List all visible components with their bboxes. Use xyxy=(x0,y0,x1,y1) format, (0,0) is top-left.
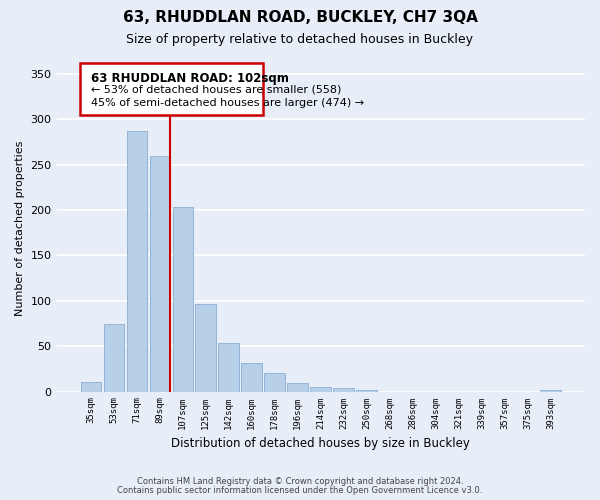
Bar xyxy=(173,206,193,392)
Bar xyxy=(196,304,216,392)
Bar xyxy=(356,390,377,392)
Text: ← 53% of detached houses are smaller (558): ← 53% of detached houses are smaller (55… xyxy=(91,85,342,95)
Bar xyxy=(310,387,331,392)
Bar xyxy=(127,131,147,392)
Bar xyxy=(104,324,124,392)
FancyBboxPatch shape xyxy=(80,63,263,115)
Bar xyxy=(80,382,101,392)
Bar xyxy=(149,156,170,392)
Text: 63, RHUDDLAN ROAD, BUCKLEY, CH7 3QA: 63, RHUDDLAN ROAD, BUCKLEY, CH7 3QA xyxy=(122,10,478,25)
Y-axis label: Number of detached properties: Number of detached properties xyxy=(15,140,25,316)
Text: Contains HM Land Registry data © Crown copyright and database right 2024.: Contains HM Land Registry data © Crown c… xyxy=(137,477,463,486)
X-axis label: Distribution of detached houses by size in Buckley: Distribution of detached houses by size … xyxy=(172,437,470,450)
Text: 63 RHUDDLAN ROAD: 102sqm: 63 RHUDDLAN ROAD: 102sqm xyxy=(91,72,289,86)
Bar xyxy=(241,364,262,392)
Bar xyxy=(265,372,285,392)
Bar xyxy=(540,390,561,392)
Text: Size of property relative to detached houses in Buckley: Size of property relative to detached ho… xyxy=(127,32,473,46)
Text: Contains public sector information licensed under the Open Government Licence v3: Contains public sector information licen… xyxy=(118,486,482,495)
Text: 45% of semi-detached houses are larger (474) →: 45% of semi-detached houses are larger (… xyxy=(91,98,364,108)
Bar xyxy=(334,388,354,392)
Bar xyxy=(218,342,239,392)
Bar xyxy=(287,384,308,392)
